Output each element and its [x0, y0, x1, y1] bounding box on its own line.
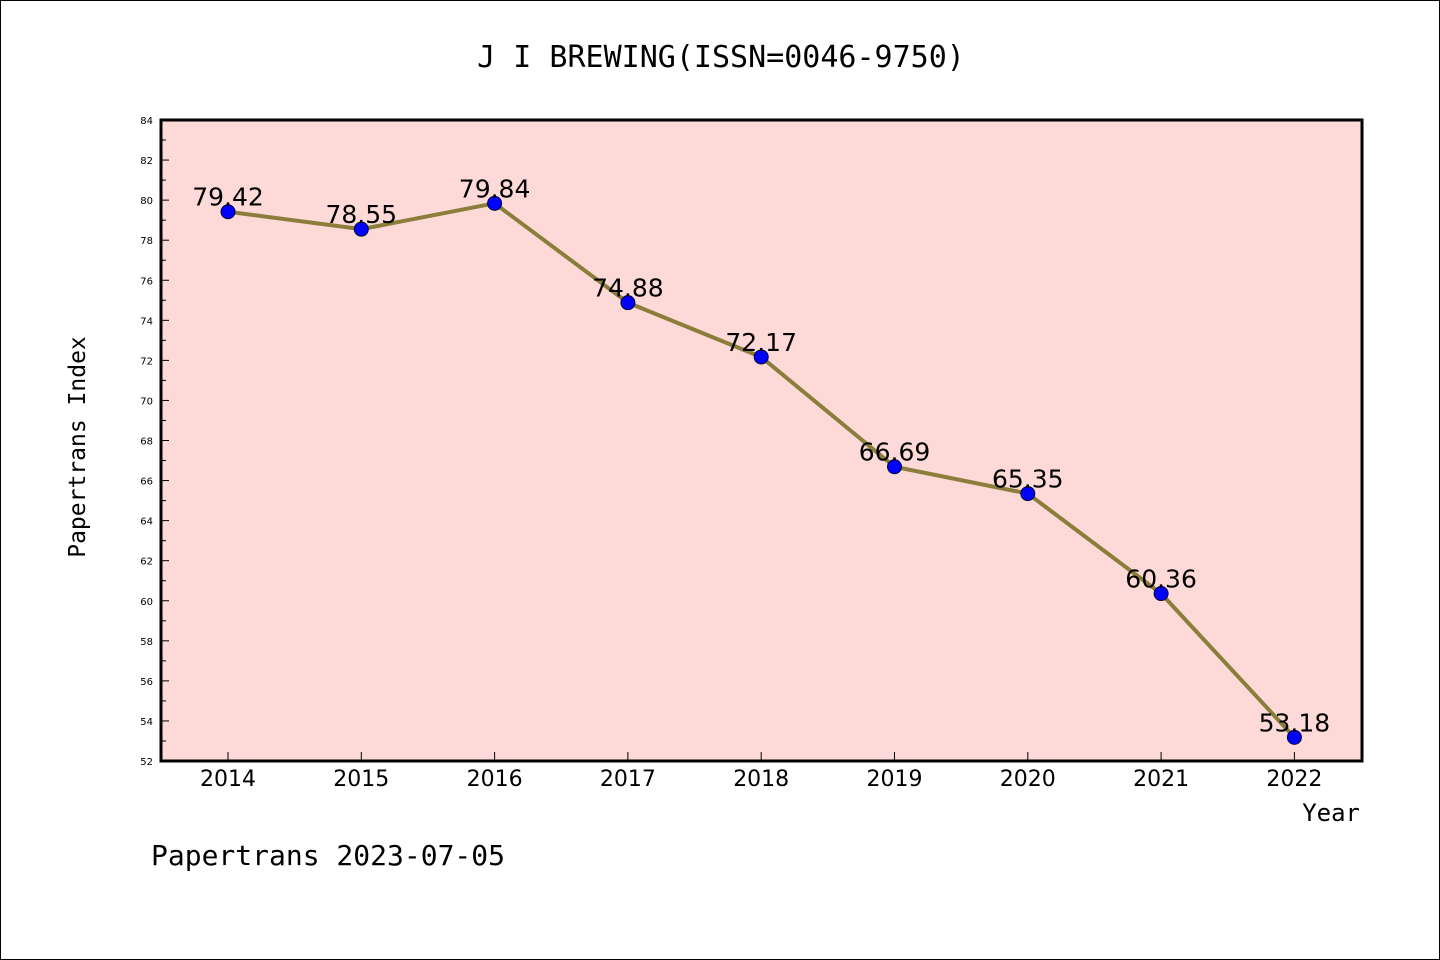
x-tick-label: 2020: [1000, 767, 1056, 792]
y-tick-label: 54: [140, 717, 153, 728]
data-point: [353, 221, 369, 237]
data-label: 72.17: [725, 328, 797, 357]
chart-title: J I BREWING(ISSN=0046-9750): [477, 40, 965, 75]
y-tick-label: 62: [140, 557, 153, 568]
data-label: 66.69: [859, 438, 931, 467]
data-points-group: [220, 195, 1302, 745]
y-tick-label: 72: [140, 356, 153, 367]
x-tick-label: 2017: [600, 767, 656, 792]
data-point: [620, 295, 636, 311]
data-label: 78.55: [326, 200, 398, 229]
x-tick-label: 2019: [867, 767, 923, 792]
data-labels-group: 79.42 78.55 79.84 74.88 72.17 66.69 65.35 60.36…: [192, 174, 1330, 737]
y-tick-label: 74: [140, 316, 153, 327]
y-tick-label: 52: [140, 757, 153, 768]
data-point: [753, 349, 769, 365]
y-tick-label: 64: [140, 517, 153, 528]
x-tick-label: 2016: [467, 767, 523, 792]
y-tick-label: 66: [140, 477, 153, 488]
y-tick-label: 56: [140, 677, 153, 688]
x-axis-label: Year: [1302, 799, 1360, 827]
y-tick-label: 84: [140, 116, 153, 127]
y-tick-label: 70: [140, 396, 153, 407]
data-point: [487, 195, 503, 211]
footer-credit: Papertrans 2023-07-05: [151, 839, 505, 872]
y-tick-label: 78: [140, 236, 153, 247]
x-tick-label: 2014: [200, 767, 256, 792]
data-point: [220, 204, 236, 220]
x-tick-label: 2021: [1133, 767, 1189, 792]
y-tick-label: 80: [140, 196, 153, 207]
data-label: 74.88: [592, 274, 664, 303]
y-tick-label: 60: [140, 597, 153, 608]
y-axis: 52 54 56 58 60 62 64 66 68 70 72 74 76 78 80 82 84: [140, 116, 169, 768]
x-tick-label: 2022: [1266, 767, 1322, 792]
y-tick-label: 58: [140, 637, 153, 648]
x-tick-label: 2015: [333, 767, 389, 792]
x-tick-label: 2018: [733, 767, 789, 792]
y-tick-label: 82: [140, 156, 153, 167]
data-label: 79.84: [459, 174, 531, 203]
data-label: 60.36: [1125, 565, 1197, 594]
data-label: 79.42: [192, 183, 264, 212]
y-axis-label: Papertrans Index: [65, 336, 91, 558]
data-point: [1286, 729, 1302, 745]
data-point: [887, 459, 902, 475]
data-label: 65.35: [992, 465, 1064, 494]
data-point: [1020, 486, 1036, 502]
x-axis: 2014 2015 2016 2017 2018 2019 2020 2021 2022: [200, 752, 1322, 792]
data-label: 53.18: [1259, 708, 1331, 737]
data-point: [1153, 586, 1169, 602]
y-tick-label: 68: [140, 437, 153, 448]
y-tick-label: 76: [140, 276, 153, 287]
